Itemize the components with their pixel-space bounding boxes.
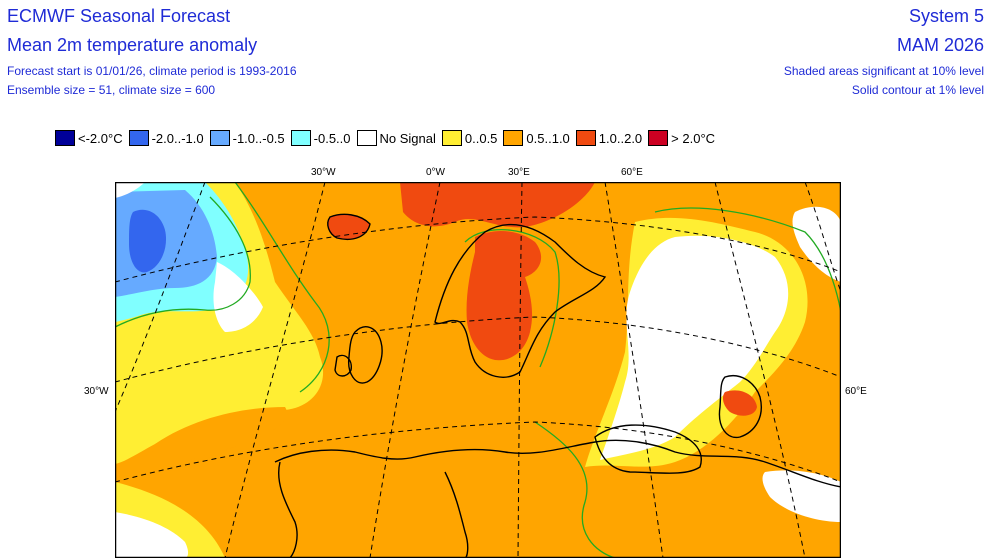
legend-swatch bbox=[441, 130, 462, 146]
graticule-line bbox=[224, 182, 326, 558]
anomaly-region-red bbox=[400, 182, 595, 228]
forecast-start-info: Forecast start is 01/01/26, climate peri… bbox=[7, 64, 297, 78]
graticule-line bbox=[115, 316, 841, 383]
graticule-line bbox=[369, 182, 441, 558]
coastline bbox=[327, 213, 371, 241]
legend-item: 1.0..2.0 bbox=[575, 130, 643, 146]
anomaly-region-white bbox=[762, 470, 841, 522]
anomaly-region-red bbox=[722, 390, 757, 416]
longitude-label: 30°W bbox=[311, 167, 336, 178]
legend-label: No Signal bbox=[379, 130, 436, 146]
anomaly-region-orange bbox=[145, 407, 287, 474]
significance-info: Shaded areas significant at 10% level bbox=[783, 64, 984, 78]
season-label: MAM 2026 bbox=[896, 35, 984, 55]
system-label: System 5 bbox=[908, 6, 984, 26]
legend-swatch bbox=[356, 130, 377, 146]
coastline bbox=[444, 471, 469, 558]
significance-contour bbox=[115, 196, 251, 328]
graticule-line bbox=[714, 182, 806, 558]
legend-item: <-2.0°C bbox=[55, 130, 123, 146]
graticule-line bbox=[115, 182, 206, 413]
graticule-line bbox=[517, 182, 523, 558]
longitude-label-right: 60°E bbox=[845, 386, 867, 397]
coastline bbox=[718, 375, 762, 439]
legend-label: 0..0.5 bbox=[464, 130, 498, 146]
ensemble-size-info: Ensemble size = 51, climate size = 600 bbox=[7, 83, 216, 97]
legend-item: No Signal bbox=[356, 130, 436, 146]
coastline bbox=[278, 461, 298, 558]
coastline bbox=[434, 224, 607, 378]
anomaly-region-red bbox=[466, 230, 542, 361]
anomaly-region-white bbox=[792, 206, 841, 282]
legend-label: -2.0..-1.0 bbox=[151, 130, 204, 146]
legend-label: <-2.0°C bbox=[78, 130, 123, 146]
anomaly-region-red bbox=[327, 214, 370, 240]
legend-swatch bbox=[648, 130, 669, 146]
anomaly-region-blue bbox=[129, 209, 167, 273]
legend-item: > 2.0°C bbox=[648, 130, 715, 146]
legend-item: -0.5..0 bbox=[290, 130, 351, 146]
anomaly-region-white bbox=[213, 262, 263, 332]
coastline bbox=[334, 354, 352, 377]
anomaly-region-white bbox=[115, 512, 189, 558]
map-subtitle: Mean 2m temperature anomaly bbox=[7, 35, 258, 55]
graticule-line bbox=[804, 182, 841, 293]
legend-label: 0.5..1.0 bbox=[526, 130, 570, 146]
longitude-label: 30°E bbox=[508, 167, 530, 178]
legend-item: -2.0..-1.0 bbox=[128, 130, 204, 146]
legend-label: -0.5..0 bbox=[313, 130, 351, 146]
map-title: ECMWF Seasonal Forecast bbox=[7, 6, 231, 26]
legend-swatch bbox=[503, 130, 524, 146]
anomaly-region-white bbox=[115, 182, 145, 198]
graticule-line bbox=[604, 182, 664, 558]
coastline bbox=[274, 439, 841, 488]
legend-swatch bbox=[128, 130, 149, 146]
longitude-label: 0°W bbox=[426, 167, 445, 178]
legend-item: 0.5..1.0 bbox=[503, 130, 570, 146]
anomaly-map bbox=[115, 182, 841, 558]
legend-label: 1.0..2.0 bbox=[598, 130, 643, 146]
anomaly-region-white bbox=[600, 235, 789, 460]
map-canvas bbox=[115, 182, 841, 558]
coastline bbox=[594, 424, 702, 474]
significance-contour bbox=[234, 182, 330, 393]
significance-contour bbox=[464, 229, 560, 368]
legend-item: -1.0..-0.5 bbox=[209, 130, 285, 146]
color-legend: <-2.0°C -2.0..-1.0 -1.0..-0.5 -0.5..0 No… bbox=[55, 128, 721, 148]
legend-swatch bbox=[55, 130, 75, 146]
legend-label: > 2.0°C bbox=[671, 130, 716, 146]
legend-swatch bbox=[575, 130, 596, 146]
coastline bbox=[348, 326, 383, 384]
contour-info: Solid contour at 1% level bbox=[851, 83, 984, 97]
significance-contour bbox=[654, 207, 841, 313]
significance-contour bbox=[534, 421, 616, 558]
longitude-label-left: 30°W bbox=[84, 386, 109, 397]
legend-label: -1.0..-0.5 bbox=[232, 130, 285, 146]
graticule-line bbox=[115, 421, 841, 483]
legend-swatch bbox=[290, 130, 311, 146]
graticule-line bbox=[115, 216, 841, 283]
legend-swatch bbox=[209, 130, 230, 146]
legend-item: 0..0.5 bbox=[441, 130, 498, 146]
longitude-label: 60°E bbox=[621, 167, 643, 178]
